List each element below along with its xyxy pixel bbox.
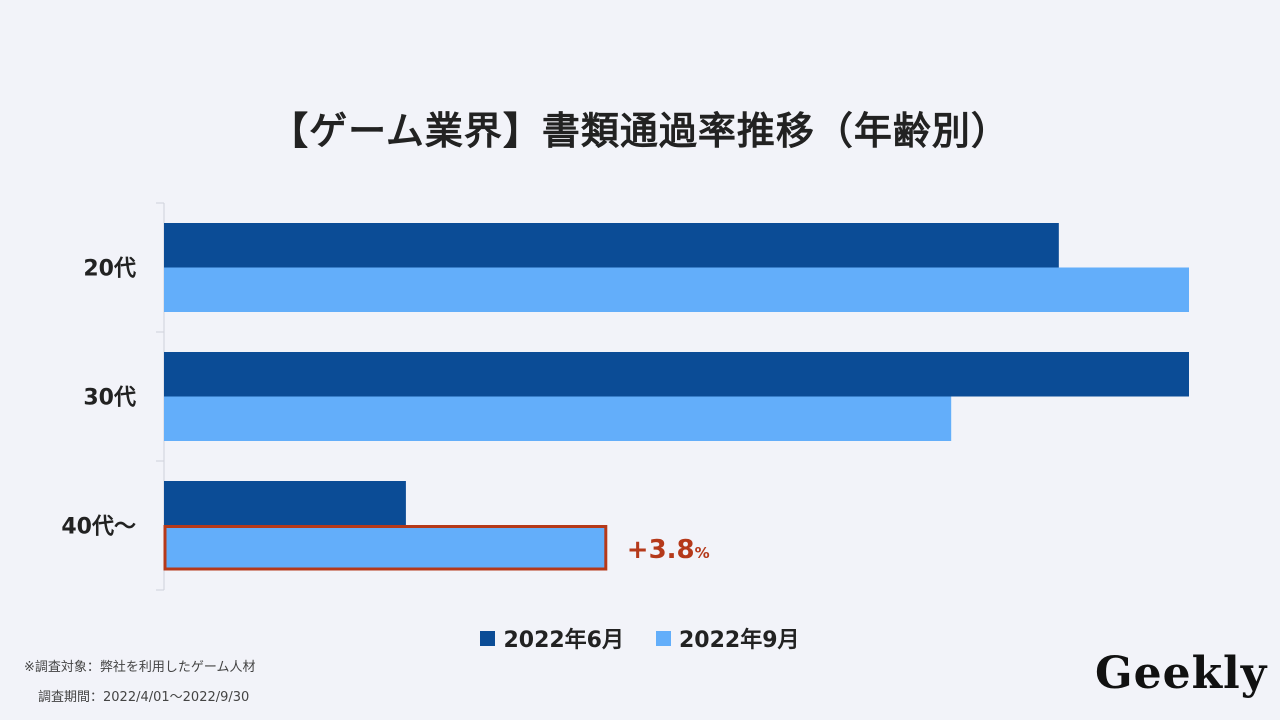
chart-title: 【ゲーム業界】書類通過率推移（年齢別）: [270, 109, 1010, 153]
bar-sep-1: [164, 396, 952, 441]
bar-jun-2: [164, 481, 406, 526]
bar-jun-0: [164, 223, 1059, 268]
legend-swatch-jun: [480, 630, 496, 646]
bar-sep-0: [164, 267, 1189, 312]
legend-label-jun: 2022年6月: [503, 628, 624, 653]
category-label: 30代: [83, 386, 136, 411]
category-label: 40代〜: [61, 515, 136, 540]
footnote-target: ※調査対象：弊社を利用したゲーム人材: [24, 660, 256, 675]
legend-swatch-sep: [656, 630, 671, 646]
legend-item-sep: 2022年9月: [656, 622, 800, 654]
legend-label-sep: 2022年9月: [679, 628, 800, 653]
annotation-label: +3.8%: [627, 535, 710, 565]
category-label: 20代: [83, 257, 136, 282]
geekly-logo: Geekly: [1095, 648, 1268, 699]
highlight-outline: [163, 525, 608, 571]
legend: 2022年6月 2022年9月: [0, 622, 1280, 654]
bar-jun-1: [164, 352, 1189, 397]
bar-sep-2: [164, 525, 607, 570]
legend-item-jun: 2022年6月: [480, 622, 624, 654]
footnote-period: 調査期間：2022/4/01〜2022/9/30: [38, 690, 250, 705]
